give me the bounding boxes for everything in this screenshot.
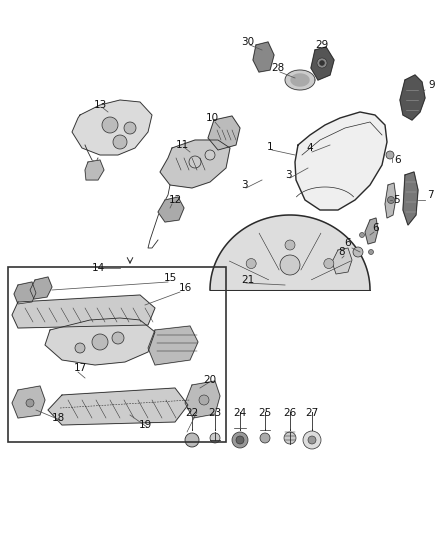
Circle shape xyxy=(113,135,127,149)
Text: 17: 17 xyxy=(74,363,87,373)
Polygon shape xyxy=(160,140,230,188)
Circle shape xyxy=(280,255,300,275)
Text: 30: 30 xyxy=(241,37,254,47)
Text: 10: 10 xyxy=(205,113,219,123)
Circle shape xyxy=(124,122,136,134)
Polygon shape xyxy=(365,218,378,244)
Text: 4: 4 xyxy=(307,143,313,153)
Text: 11: 11 xyxy=(175,140,189,150)
Circle shape xyxy=(92,334,108,350)
Polygon shape xyxy=(400,75,425,120)
Polygon shape xyxy=(14,282,36,304)
Bar xyxy=(8,267,226,442)
Text: 6: 6 xyxy=(373,223,379,233)
Circle shape xyxy=(324,259,334,269)
Text: 27: 27 xyxy=(305,408,318,418)
Circle shape xyxy=(189,156,201,168)
Circle shape xyxy=(284,432,296,444)
Circle shape xyxy=(75,343,85,353)
Polygon shape xyxy=(12,386,45,418)
Text: 19: 19 xyxy=(138,420,152,430)
Text: 13: 13 xyxy=(93,100,106,110)
Text: 8: 8 xyxy=(339,247,345,257)
Circle shape xyxy=(236,436,244,444)
Circle shape xyxy=(353,247,363,257)
Circle shape xyxy=(308,436,316,444)
Circle shape xyxy=(386,151,394,159)
Text: 23: 23 xyxy=(208,408,222,418)
Polygon shape xyxy=(291,74,309,86)
Polygon shape xyxy=(185,381,220,418)
Polygon shape xyxy=(253,42,274,72)
Polygon shape xyxy=(311,47,334,80)
Circle shape xyxy=(199,395,209,405)
Text: 22: 22 xyxy=(185,408,198,418)
Polygon shape xyxy=(72,100,152,155)
Polygon shape xyxy=(285,70,315,90)
Polygon shape xyxy=(208,116,240,150)
Circle shape xyxy=(26,399,34,407)
Text: 15: 15 xyxy=(163,273,177,283)
Polygon shape xyxy=(48,388,188,425)
Text: 5: 5 xyxy=(393,195,399,205)
Text: 7: 7 xyxy=(427,190,433,200)
Circle shape xyxy=(303,431,321,449)
Text: 18: 18 xyxy=(51,413,65,423)
Circle shape xyxy=(210,433,220,443)
Polygon shape xyxy=(45,318,155,365)
Circle shape xyxy=(360,232,364,238)
Polygon shape xyxy=(295,112,387,210)
Text: 24: 24 xyxy=(233,408,247,418)
Text: 9: 9 xyxy=(429,80,435,90)
Text: 14: 14 xyxy=(92,263,105,273)
Polygon shape xyxy=(12,295,155,328)
Polygon shape xyxy=(30,277,52,299)
Circle shape xyxy=(232,432,248,448)
Circle shape xyxy=(317,58,327,68)
Circle shape xyxy=(102,117,118,133)
Text: 6: 6 xyxy=(395,155,401,165)
Circle shape xyxy=(285,240,295,250)
Polygon shape xyxy=(403,172,418,225)
Circle shape xyxy=(368,249,374,254)
Text: 26: 26 xyxy=(283,408,297,418)
Circle shape xyxy=(185,433,199,447)
Text: 3: 3 xyxy=(241,180,247,190)
Circle shape xyxy=(260,433,270,443)
Text: 1: 1 xyxy=(267,142,273,152)
Polygon shape xyxy=(332,248,352,274)
Text: 16: 16 xyxy=(178,283,192,293)
Circle shape xyxy=(246,259,256,269)
Text: 29: 29 xyxy=(315,40,328,50)
Polygon shape xyxy=(210,215,370,290)
Text: 21: 21 xyxy=(241,275,254,285)
Circle shape xyxy=(319,61,325,66)
Polygon shape xyxy=(158,197,184,222)
Polygon shape xyxy=(85,160,104,180)
Polygon shape xyxy=(148,326,198,365)
Polygon shape xyxy=(385,183,396,218)
Circle shape xyxy=(205,150,215,160)
Text: 28: 28 xyxy=(272,63,285,73)
Circle shape xyxy=(112,332,124,344)
Text: 6: 6 xyxy=(345,238,351,248)
Text: 12: 12 xyxy=(168,195,182,205)
Circle shape xyxy=(388,197,395,204)
Text: 3: 3 xyxy=(285,170,291,180)
Text: 20: 20 xyxy=(203,375,216,385)
Text: 25: 25 xyxy=(258,408,272,418)
